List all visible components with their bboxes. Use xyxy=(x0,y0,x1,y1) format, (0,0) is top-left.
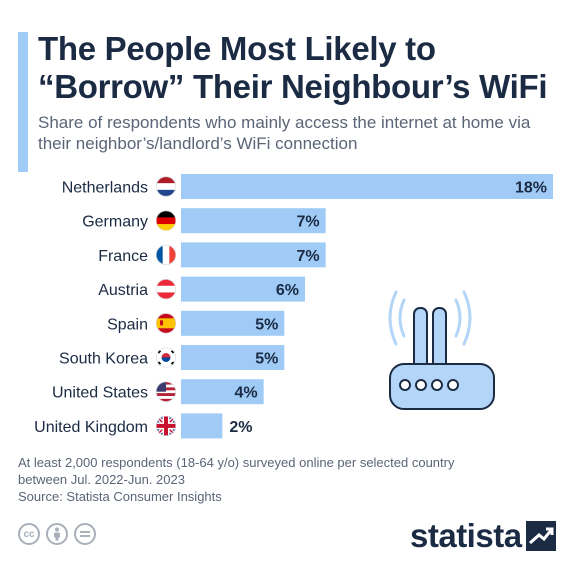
attribution-icon[interactable] xyxy=(46,523,68,545)
chart-subtitle: Share of respondents who mainly access t… xyxy=(38,113,531,153)
value-label-1: 7% xyxy=(297,214,320,231)
france-flag-icon xyxy=(156,244,177,265)
category-label-1: Germany xyxy=(82,214,148,231)
bar-3 xyxy=(181,276,305,302)
value-label-5: 5% xyxy=(255,351,278,368)
spain-flag-icon xyxy=(156,313,177,334)
no-derivatives-icon[interactable] xyxy=(74,523,96,545)
category-label-0: Netherlands xyxy=(62,180,148,197)
value-label-6: 4% xyxy=(235,385,258,402)
category-label-2: France xyxy=(98,248,148,265)
bar-2 xyxy=(181,242,326,268)
statista-logo-mark xyxy=(525,521,556,551)
category-label-6: United States xyxy=(52,385,148,402)
statista-wordmark: statista xyxy=(410,517,522,554)
value-label-7: 2% xyxy=(229,419,252,436)
bar-4 xyxy=(181,310,285,336)
license-icons: cc xyxy=(18,523,96,545)
category-label-4: Spain xyxy=(107,316,148,333)
router-wifi-icon xyxy=(388,290,495,410)
statista-logo[interactable]: statista xyxy=(410,518,556,554)
bar-7 xyxy=(181,413,223,439)
title-accent-bar xyxy=(18,32,28,172)
value-label-3: 6% xyxy=(276,282,299,299)
bar-6 xyxy=(181,379,264,405)
netherlands-flag-icon xyxy=(156,176,177,197)
value-label-4: 5% xyxy=(255,316,278,333)
footnote-line-1: At least 2,000 respondents (18-64 y/o) s… xyxy=(18,455,455,470)
source-note: Source: Statista Consumer Insights xyxy=(18,489,222,504)
creative-commons-icon[interactable]: cc xyxy=(18,523,40,545)
value-label-2: 7% xyxy=(297,248,320,265)
bar-5 xyxy=(181,345,285,370)
bar-0 xyxy=(181,174,553,199)
germany-flag-icon xyxy=(156,210,177,231)
bar-chart: Netherlands 18% Germany 7% France 7% Austria 6%… xyxy=(34,174,553,439)
value-label-0: 18% xyxy=(515,180,547,197)
category-label-5: South Korea xyxy=(59,351,148,368)
category-label-3: Austria xyxy=(98,282,148,299)
footnote-line-2: between Jul. 2022-Jun. 2023 xyxy=(18,472,185,487)
chart-title: The People Most Likely to “Borrow” Their… xyxy=(38,30,548,105)
category-label-7: United Kingdom xyxy=(34,419,148,436)
footnote: At least 2,000 respondents (18-64 y/o) s… xyxy=(18,454,558,505)
bar-1 xyxy=(181,208,326,234)
south-korea-flag-icon xyxy=(156,347,177,368)
austria-flag-icon xyxy=(156,279,177,300)
united-states-flag-icon xyxy=(156,381,177,402)
united-kingdom-flag-icon xyxy=(156,415,177,436)
